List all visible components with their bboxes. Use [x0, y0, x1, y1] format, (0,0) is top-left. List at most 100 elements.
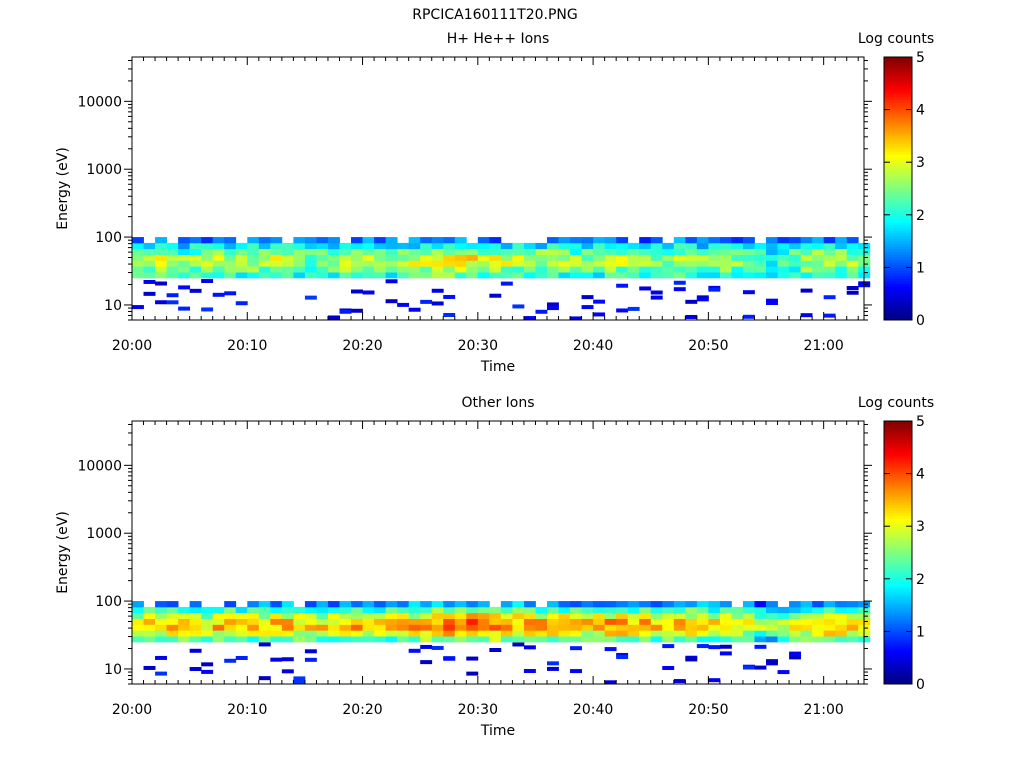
- heatmap-cell: [166, 606, 179, 614]
- heatmap-cell: [616, 260, 629, 267]
- colorbar-band: [884, 518, 912, 522]
- heatmap-cell: [224, 606, 237, 614]
- heatmap-cell: [616, 618, 629, 625]
- heatmap-cell: [466, 254, 479, 261]
- colorbar-band: [884, 439, 912, 443]
- heatmap-cell: [304, 612, 317, 619]
- heatmap-cell: [523, 612, 536, 619]
- heatmap-cell: [835, 618, 848, 625]
- heatmap-cell: [316, 248, 329, 255]
- heatmap-cell: [304, 260, 317, 267]
- heatmap-cell: [293, 624, 306, 631]
- heatmap-cell: [512, 260, 525, 267]
- heatmap-cell: [247, 260, 260, 267]
- colorbar-band: [884, 639, 912, 643]
- heatmap-cell: [616, 272, 629, 279]
- heatmap-cell: [800, 313, 813, 318]
- heatmap-cell: [708, 645, 721, 650]
- heatmap-cell: [178, 612, 191, 619]
- heatmap-cell: [258, 254, 271, 261]
- heatmap-cell: [800, 242, 813, 250]
- heatmap-cell: [766, 618, 778, 625]
- heatmap-cell: [662, 636, 675, 643]
- heatmap-cell: [270, 601, 283, 608]
- heatmap-cell: [281, 601, 294, 608]
- heatmap-cell: [708, 678, 721, 683]
- heatmap-cell: [823, 242, 836, 250]
- heatmap-cell: [420, 660, 433, 665]
- heatmap-cell: [224, 291, 237, 296]
- heatmap-cell: [789, 651, 801, 656]
- heatmap-cell: [535, 254, 548, 261]
- heatmap-cell: [835, 630, 848, 637]
- heatmap-cell: [777, 266, 790, 273]
- heatmap-cell: [466, 636, 479, 643]
- heatmap-cell: [235, 272, 248, 279]
- heatmap-cell: [570, 266, 582, 273]
- heatmap-cell: [316, 636, 329, 643]
- heatmap-cell: [846, 630, 859, 637]
- colorbar-band: [884, 96, 912, 100]
- colorbar-band: [884, 212, 912, 216]
- heatmap-cell: [731, 636, 744, 643]
- heatmap-cell: [558, 242, 571, 250]
- heatmap-cell: [431, 272, 444, 279]
- colorbar-tick-label: 1: [916, 624, 925, 640]
- colorbar-band: [884, 502, 912, 506]
- heatmap-cell: [431, 242, 444, 250]
- heatmap-cell: [166, 601, 179, 608]
- x-tick-label: 20:30: [458, 338, 498, 354]
- heatmap-cell: [604, 630, 617, 637]
- heatmap-cell: [304, 618, 317, 625]
- colorbar-band: [884, 426, 912, 430]
- heatmap-cell: [351, 237, 363, 244]
- heatmap-cell: [143, 606, 156, 614]
- colorbar-band: [884, 209, 912, 213]
- heatmap-cell: [616, 237, 629, 244]
- heatmap-cell: [189, 601, 202, 608]
- heatmap-cell: [385, 248, 398, 255]
- heatmap-cell: [512, 624, 525, 631]
- heatmap-cell: [639, 286, 652, 291]
- heatmap-cell: [627, 254, 640, 261]
- heatmap-cell: [362, 260, 375, 267]
- heatmap-cell: [132, 254, 144, 261]
- heatmap-cell: [339, 254, 352, 261]
- heatmap-cell: [201, 266, 214, 273]
- heatmap-cell: [374, 601, 387, 608]
- heatmap-cell: [512, 242, 525, 250]
- heatmap-cell: [431, 630, 444, 637]
- heatmap-cell: [546, 661, 559, 666]
- heatmap-cell: [766, 254, 778, 261]
- heatmap-cell: [351, 612, 363, 619]
- heatmap-cell: [616, 283, 629, 288]
- heatmap-cell: [731, 612, 744, 619]
- heatmap-cell: [293, 612, 306, 619]
- heatmap-cell: [800, 288, 813, 293]
- heatmap-cell: [766, 624, 778, 631]
- heatmap-cell: [477, 636, 490, 643]
- heatmap-cell: [304, 242, 317, 250]
- heatmap-cell: [143, 636, 156, 643]
- heatmap-cell: [593, 636, 606, 643]
- heatmap-cell: [201, 624, 214, 631]
- heatmap-cell: [477, 630, 490, 637]
- heatmap-cell: [258, 636, 271, 643]
- heatmap-cell: [604, 624, 617, 631]
- heatmap-cell: [385, 601, 398, 608]
- heatmap-cell: [155, 272, 167, 279]
- heatmap-cell: [351, 618, 363, 625]
- heatmap-cell: [224, 237, 237, 244]
- heatmap-cell: [546, 242, 559, 250]
- heatmap-cell: [385, 279, 398, 284]
- colorbar-band: [884, 523, 912, 527]
- heatmap-cell: [293, 242, 306, 250]
- heatmap-cell: [362, 237, 375, 244]
- colorbar-frame: [883, 56, 913, 321]
- heatmap-cell: [604, 266, 617, 273]
- colorbar-band: [884, 272, 912, 276]
- heatmap-cell: [166, 254, 179, 261]
- heatmap-cell: [800, 636, 813, 643]
- colorbar-band: [884, 225, 912, 229]
- heatmap-cell: [523, 316, 536, 321]
